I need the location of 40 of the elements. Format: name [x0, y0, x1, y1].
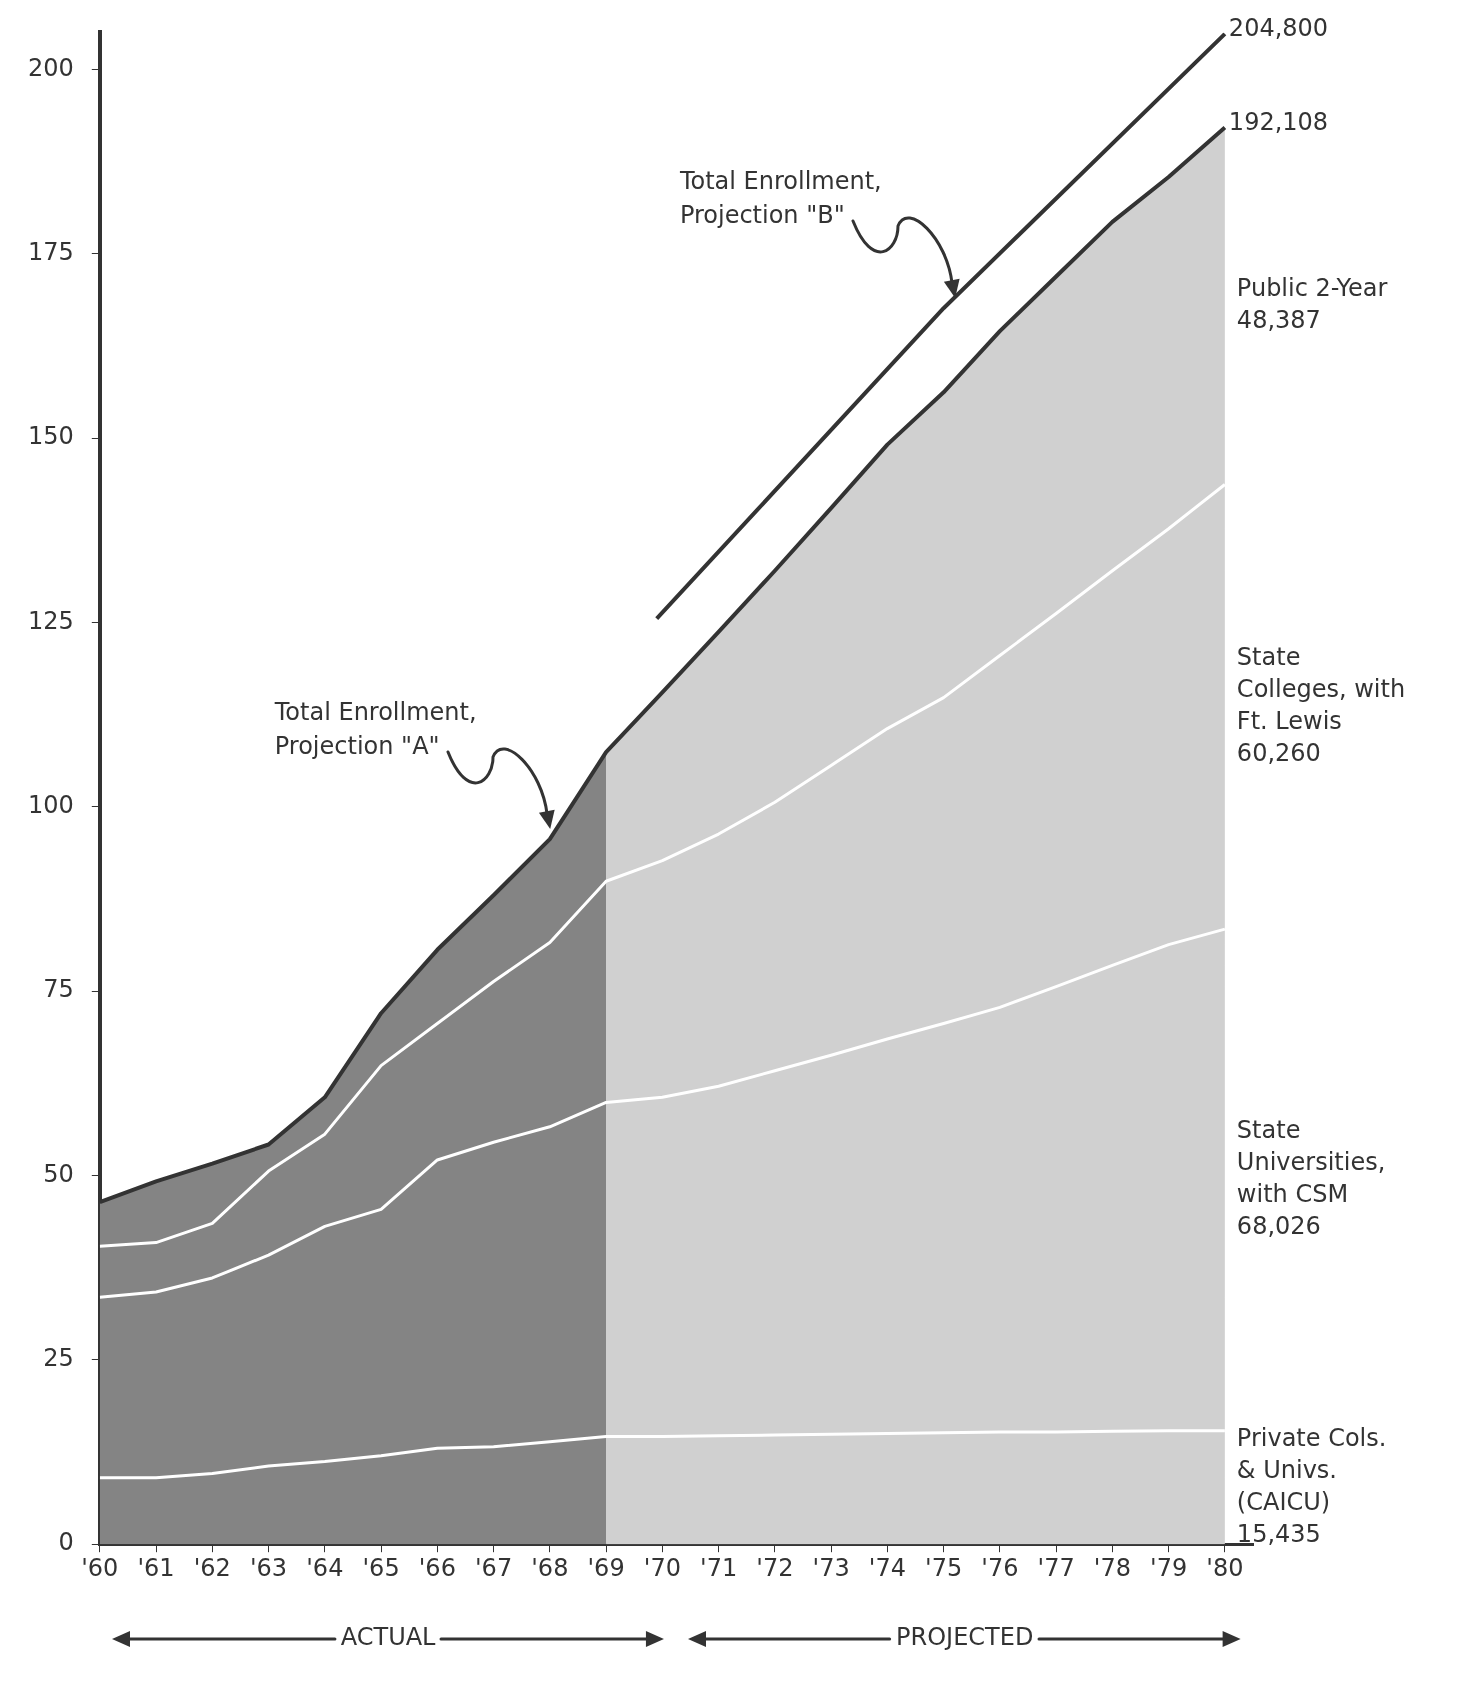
annotation: 204,800 — [1228, 14, 1329, 43]
x-tick-label: '72 — [756, 1553, 794, 1582]
x-tick-label: '67 — [475, 1553, 513, 1582]
x-tick-label: '66 — [418, 1553, 456, 1582]
series-label: State Colleges, with Ft. Lewis 60,260 — [1236, 643, 1406, 768]
y-tick-label: 150 — [28, 422, 74, 451]
x-tick-label: '79 — [1150, 1553, 1188, 1582]
x-tick-label: '61 — [137, 1553, 175, 1582]
x-tick-label: '68 — [531, 1553, 569, 1582]
x-tick-label: '80 — [1206, 1553, 1244, 1582]
x-tick-label: '64 — [306, 1553, 344, 1582]
y-tick-label: 0 — [58, 1528, 74, 1557]
annotation: 192,108 — [1228, 107, 1329, 136]
text: PROJECTED — [896, 1623, 1034, 1652]
x-tick-label: '75 — [925, 1553, 963, 1582]
y-tick-label: 25 — [43, 1344, 74, 1373]
x-tick-label: '77 — [1037, 1553, 1075, 1582]
annotation: Total Enrollment, Projection "A" — [273, 698, 477, 761]
x-tick-label: '63 — [250, 1553, 288, 1582]
x-tick-label: '78 — [1093, 1553, 1131, 1582]
y-tick-label: 50 — [43, 1159, 74, 1188]
y-tick-label: 200 — [28, 53, 74, 82]
x-tick-label: '62 — [193, 1553, 231, 1582]
y-tick-label: 100 — [28, 790, 74, 819]
x-tick-label: '74 — [868, 1553, 906, 1582]
y-tick-label: 125 — [28, 606, 74, 635]
x-tick-label: '65 — [362, 1553, 400, 1582]
x-tick-label: '71 — [700, 1553, 738, 1582]
series-label: Public 2-Year 48,387 — [1236, 274, 1388, 335]
x-tick-label: '69 — [587, 1553, 625, 1582]
text: ACTUAL — [340, 1623, 437, 1652]
y-tick-label: 75 — [43, 975, 74, 1004]
y-tick-label: 175 — [28, 237, 74, 266]
x-tick-label: '76 — [981, 1553, 1019, 1582]
series-label: State Universities, with CSM 68,026 — [1236, 1116, 1386, 1241]
x-tick-label: '73 — [812, 1553, 850, 1582]
annotation: Total Enrollment, Projection "B" — [678, 167, 882, 230]
x-tick-label: '70 — [643, 1553, 681, 1582]
x-tick-label: '60 — [81, 1553, 119, 1582]
series-label: Private Cols. & Univs. (CAICU) 15,435 — [1236, 1423, 1387, 1548]
